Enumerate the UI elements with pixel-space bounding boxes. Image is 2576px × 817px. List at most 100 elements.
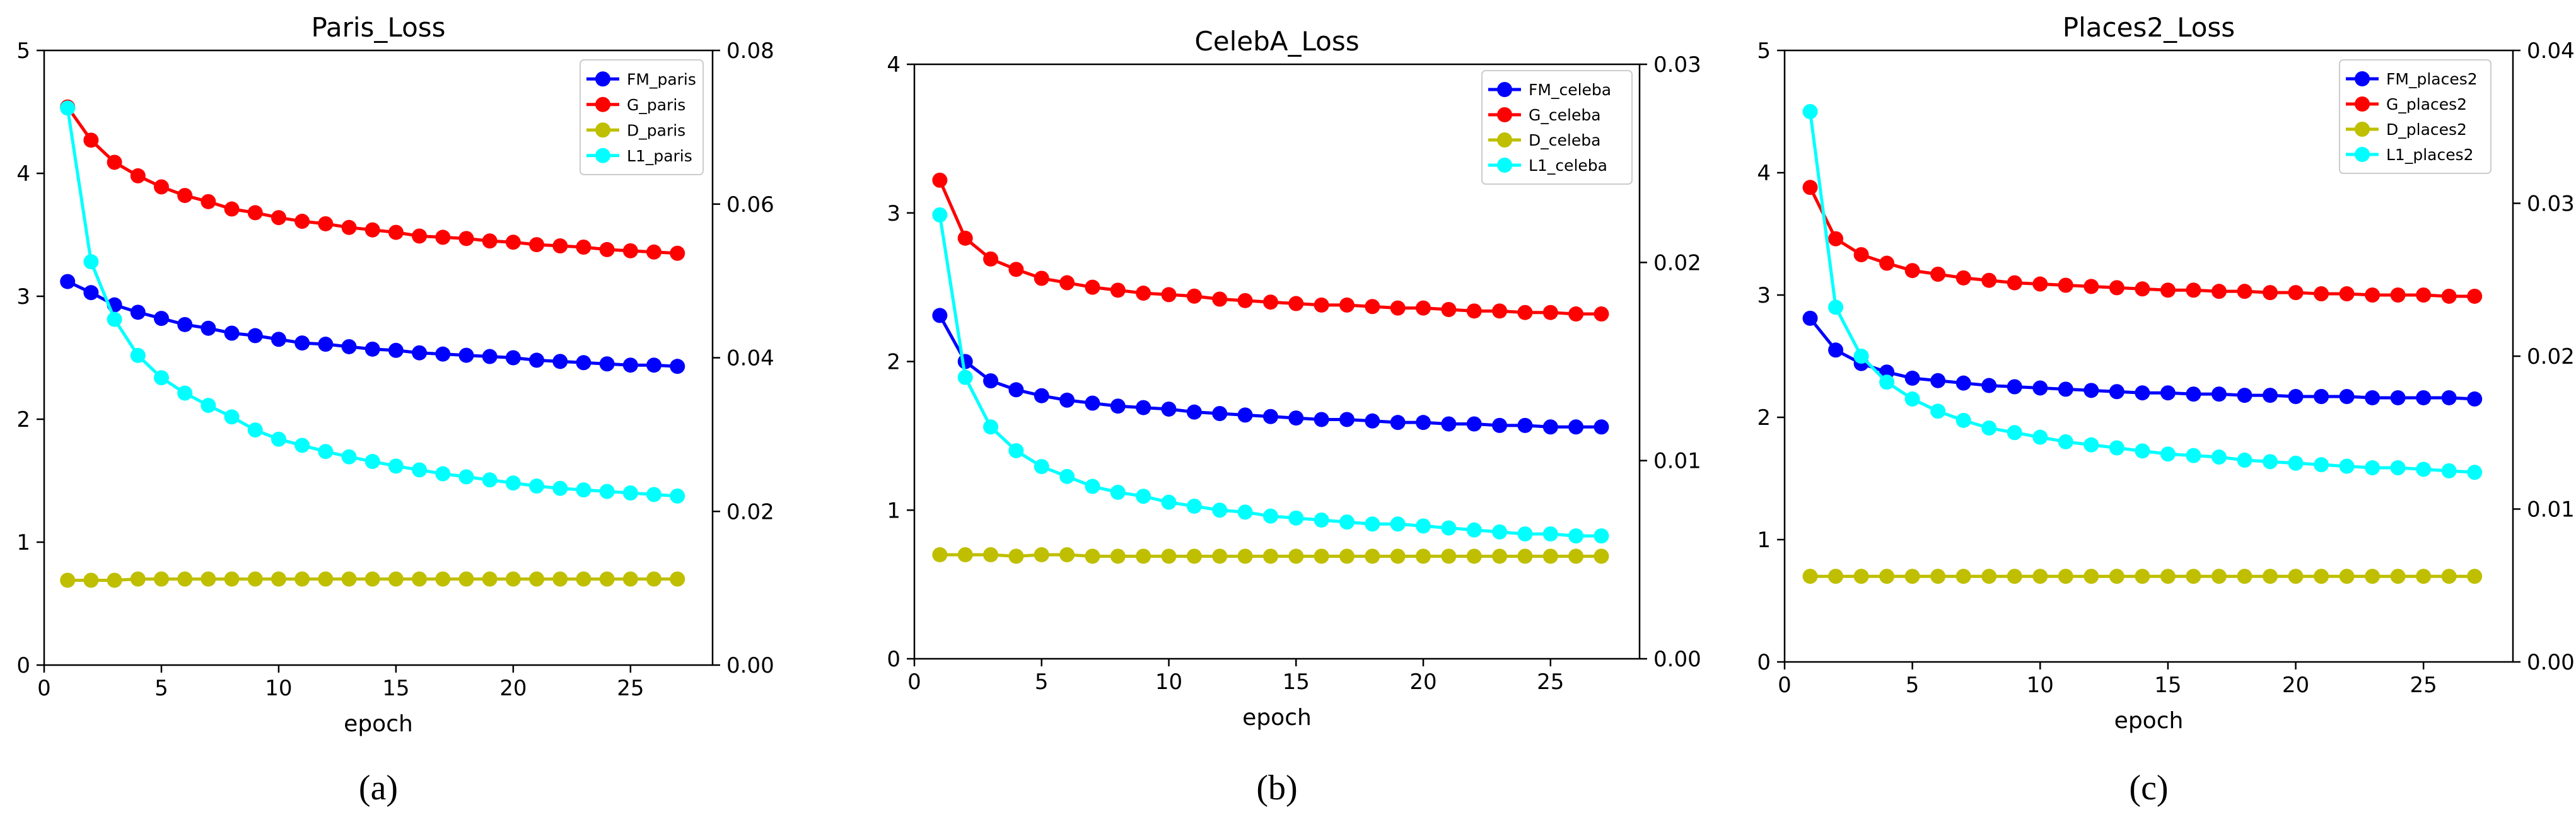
data-point xyxy=(318,216,334,231)
data-point xyxy=(130,168,146,183)
data-point xyxy=(2186,448,2201,463)
data-point xyxy=(388,458,404,474)
data-point xyxy=(1981,272,1997,288)
data-point xyxy=(2084,569,2099,584)
y-tick-label: 2 xyxy=(1757,405,1771,431)
data-point xyxy=(1008,382,1024,398)
chart-panel-1: Paris_Loss 0 5 10 15 20 25 0 1 2 3 4 5 0.00 0.02 0.04 0.… xyxy=(16,12,774,808)
data-point xyxy=(2211,569,2227,584)
data-point xyxy=(247,205,263,221)
data-point xyxy=(2441,390,2457,405)
y-tick-label: 1 xyxy=(1757,528,1771,553)
data-point xyxy=(364,454,380,470)
y-tick-label: 4 xyxy=(1757,161,1771,186)
data-point xyxy=(1085,395,1100,411)
data-point xyxy=(2007,379,2022,395)
data-point xyxy=(1110,398,1126,414)
x-tick-label: 0 xyxy=(1778,673,1792,698)
data-point xyxy=(2441,569,2457,584)
data-point xyxy=(1390,300,1406,316)
data-point xyxy=(83,254,99,270)
data-point xyxy=(364,341,380,357)
data-point xyxy=(177,571,193,587)
data-point xyxy=(1416,518,1431,534)
data-point xyxy=(2084,437,2099,453)
data-point xyxy=(1237,504,1253,520)
data-point xyxy=(1008,548,1024,564)
y-right-tick-label: 0.04 xyxy=(726,346,774,371)
y-right-tick-label: 0.01 xyxy=(1653,449,1701,474)
data-point xyxy=(1110,548,1126,564)
data-point xyxy=(983,251,999,267)
data-point xyxy=(576,240,592,255)
data-point xyxy=(1136,489,1151,504)
data-point xyxy=(458,347,474,363)
data-point xyxy=(2314,569,2329,584)
data-point xyxy=(2390,287,2406,303)
data-point xyxy=(247,571,263,587)
data-point xyxy=(622,243,638,258)
data-point xyxy=(1110,282,1126,298)
data-point xyxy=(552,480,568,496)
data-point xyxy=(2263,454,2278,470)
data-point xyxy=(576,355,592,371)
data-point xyxy=(1542,526,1558,542)
data-point xyxy=(505,350,521,366)
y-right-tick-label: 0.02 xyxy=(726,499,774,524)
legend-swatch-marker xyxy=(2355,147,2370,162)
series-D_celeba xyxy=(932,547,1609,564)
data-point xyxy=(1288,510,1304,526)
data-point xyxy=(1466,548,1482,564)
x-tick-label: 25 xyxy=(2410,673,2437,698)
data-point xyxy=(670,245,685,261)
data-point xyxy=(1390,516,1406,532)
data-point xyxy=(177,316,193,332)
y-tick-label: 5 xyxy=(16,38,30,64)
data-point xyxy=(341,339,357,354)
legend-swatch-marker xyxy=(2355,96,2370,112)
data-point xyxy=(388,342,404,358)
data-point xyxy=(1034,388,1049,403)
data-point xyxy=(341,571,357,587)
legend: FM_paris G_paris D_paris L1_paris xyxy=(580,59,704,175)
chart-title: Paris_Loss xyxy=(311,12,445,43)
data-point xyxy=(576,571,592,587)
data-point xyxy=(435,229,451,245)
data-point xyxy=(1466,303,1482,319)
data-point xyxy=(2135,385,2150,401)
data-point xyxy=(1492,417,1508,433)
data-point xyxy=(1085,279,1100,295)
data-point xyxy=(1034,270,1049,286)
data-point xyxy=(412,228,428,244)
data-point xyxy=(2109,280,2124,296)
data-point xyxy=(670,359,685,374)
data-point xyxy=(1981,569,1997,584)
legend-label: D_celeba xyxy=(1529,131,1600,149)
data-point xyxy=(435,466,451,482)
data-point xyxy=(932,207,948,223)
x-tick-label: 25 xyxy=(1537,669,1564,695)
data-point xyxy=(1237,293,1253,308)
data-point xyxy=(2084,383,2099,398)
data-point xyxy=(957,547,973,562)
data-point xyxy=(1110,484,1126,500)
data-point xyxy=(2263,285,2278,301)
y-right-tick-label: 0.06 xyxy=(726,192,774,217)
legend-label: L1_celeba xyxy=(1529,156,1607,175)
data-point xyxy=(1955,270,1971,286)
data-point xyxy=(1930,403,1946,419)
data-point xyxy=(318,337,334,352)
x-tick-label: 0 xyxy=(37,676,51,701)
x-tick-label: 15 xyxy=(1283,669,1310,695)
data-point xyxy=(1853,349,1869,364)
data-point xyxy=(2339,286,2355,302)
y-right-tick-label: 0.00 xyxy=(1653,647,1701,672)
data-point xyxy=(1517,526,1533,542)
data-point xyxy=(2288,569,2304,584)
data-point xyxy=(505,475,521,491)
series-FM_celeba xyxy=(932,308,1609,435)
x-axis-label: epoch xyxy=(2114,708,2184,734)
data-point xyxy=(1314,512,1329,528)
data-point xyxy=(1802,180,1818,195)
data-point xyxy=(2211,386,2227,402)
